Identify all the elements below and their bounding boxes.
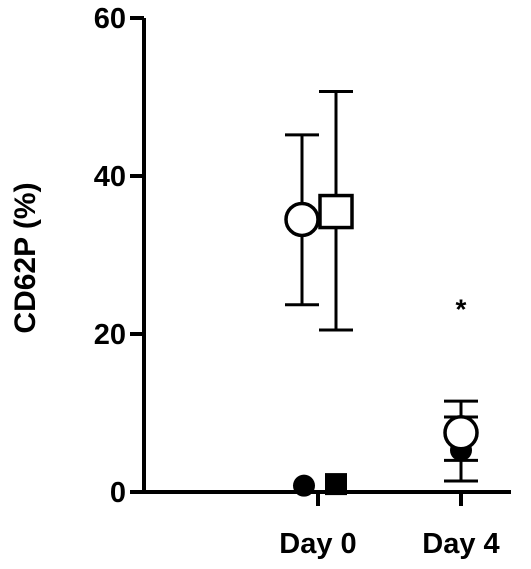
data-point-open-square xyxy=(318,193,354,230)
data-point-filled-square xyxy=(325,473,347,496)
significance-asterisk: * xyxy=(456,293,467,324)
y-tick-label: 40 xyxy=(94,161,126,193)
y-ticks: 0 20 40 60 xyxy=(94,3,144,509)
annotations: * xyxy=(456,293,467,324)
data-point-open-circle xyxy=(443,415,479,451)
x-tick-labels: Day 0 Day 4 xyxy=(279,492,500,560)
y-axis-label: CD62P (%) xyxy=(9,182,42,333)
x-tick-label: Day 0 xyxy=(279,528,356,560)
data-marks xyxy=(284,89,479,497)
y-tick-label: 0 xyxy=(110,477,126,509)
y-tick-label: 60 xyxy=(94,3,126,35)
data-point-filled-circle xyxy=(293,474,315,497)
data-point-open-circle xyxy=(284,201,320,238)
x-tick-label: Day 4 xyxy=(422,528,499,560)
y-tick-label: 20 xyxy=(94,319,126,351)
